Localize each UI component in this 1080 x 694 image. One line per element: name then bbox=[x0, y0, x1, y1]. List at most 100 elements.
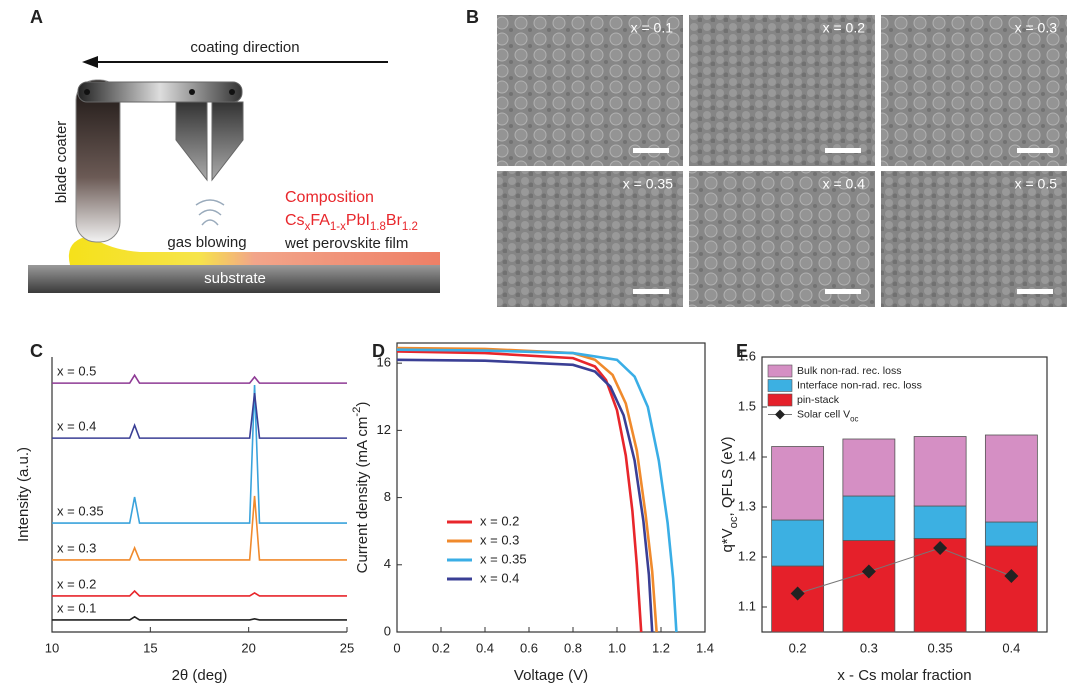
formula-part: FA bbox=[310, 212, 330, 229]
film-label: wet perovskite film bbox=[284, 235, 408, 252]
micrograph-shade bbox=[881, 171, 1067, 307]
legend-label: Solar cell Voc bbox=[797, 408, 858, 423]
series-line bbox=[797, 547, 1012, 594]
text-part: q*V bbox=[719, 528, 736, 552]
text-part: , QFLS (eV) bbox=[719, 436, 736, 516]
series-line bbox=[396, 348, 678, 633]
legend-swatch bbox=[767, 364, 793, 378]
micrograph bbox=[689, 15, 875, 166]
legend-label: Interface non-rad. rec. loss bbox=[797, 379, 922, 391]
series-line bbox=[396, 350, 643, 633]
composition-label: Composition bbox=[285, 189, 374, 206]
formula: CsxFA1-xPbI1.8Br1.2 bbox=[285, 212, 418, 233]
gas bbox=[195, 199, 225, 226]
micrograph-label: x = 0.35 bbox=[623, 176, 673, 192]
film bbox=[68, 236, 440, 265]
x-tick-label: 0 bbox=[393, 640, 400, 655]
y-tick-label: 1.2 bbox=[738, 548, 756, 563]
micrograph-label: x = 0.1 bbox=[631, 20, 674, 36]
substrate-label: substrate bbox=[204, 270, 266, 287]
legend-label: Bulk non-rad. rec. loss bbox=[797, 365, 901, 377]
axes bbox=[761, 356, 1048, 633]
legend-label: x = 0.35 bbox=[480, 551, 527, 566]
scale-bar bbox=[825, 148, 861, 153]
axes bbox=[396, 342, 706, 633]
bar-segment bbox=[913, 505, 967, 539]
series-line bbox=[52, 495, 347, 561]
x-tick-label: 15 bbox=[143, 640, 157, 655]
x-axis-label: 2θ (deg) bbox=[172, 667, 228, 684]
x-tick-label: 1.4 bbox=[696, 640, 714, 655]
y-tick-label: 16 bbox=[377, 355, 391, 370]
legend-marker bbox=[775, 409, 785, 420]
legend-label: x = 0.2 bbox=[480, 513, 519, 528]
marker bbox=[1004, 569, 1019, 583]
y-tick-label: 4 bbox=[384, 556, 391, 571]
formula-sub: x bbox=[305, 221, 311, 233]
x-tick-label: 0.3 bbox=[860, 640, 878, 655]
direction-label: coating direction bbox=[190, 39, 299, 56]
y-tick-label: 8 bbox=[384, 489, 391, 504]
formula-part: Cs bbox=[285, 212, 305, 229]
series-label: x = 0.2 bbox=[57, 576, 96, 591]
micrograph-shade bbox=[689, 15, 875, 166]
text-part: Solar cell V bbox=[797, 408, 850, 420]
text-part: -2 bbox=[351, 407, 363, 417]
y-axis-label: Current density (mA cm-2) bbox=[351, 402, 371, 574]
y-tick-label: 1.3 bbox=[738, 498, 756, 513]
x-tick-label: 0.4 bbox=[1002, 640, 1020, 655]
x-tick-label: 0.2 bbox=[432, 640, 450, 655]
x-tick-label: 0.2 bbox=[789, 640, 807, 655]
series-line bbox=[52, 392, 347, 439]
series-label: x = 0.1 bbox=[57, 600, 96, 615]
text-part: Current density (mA cm bbox=[354, 417, 371, 574]
panel-label: A bbox=[30, 7, 43, 27]
panel-label: B bbox=[466, 7, 479, 27]
bar-segment bbox=[842, 540, 896, 633]
marker bbox=[790, 586, 805, 601]
text-part: oc bbox=[850, 414, 858, 423]
micrograph-label: x = 0.5 bbox=[1015, 176, 1058, 192]
x-tick-label: 0.35 bbox=[927, 640, 952, 655]
marker bbox=[861, 564, 876, 579]
series-line bbox=[396, 346, 658, 633]
x-tick-label: 20 bbox=[241, 640, 255, 655]
substrate bbox=[28, 265, 440, 293]
panel-label: E bbox=[736, 341, 748, 361]
y-tick-label: 1.4 bbox=[738, 448, 756, 463]
legend-swatch bbox=[767, 393, 793, 407]
y-tick-label: 1.1 bbox=[738, 598, 756, 613]
bar-segment bbox=[842, 495, 896, 541]
panel-label: D bbox=[372, 341, 385, 361]
micrograph bbox=[881, 15, 1067, 166]
bar-segment bbox=[771, 446, 825, 521]
holder-bar bbox=[77, 81, 243, 103]
legend-label: x = 0.3 bbox=[480, 532, 519, 547]
scale-bar bbox=[633, 148, 669, 153]
formula-part: Br bbox=[386, 212, 403, 229]
arrow-head bbox=[82, 56, 98, 68]
series-line bbox=[52, 385, 347, 524]
y-axis-label: Intensity (a.u.) bbox=[15, 447, 32, 542]
plots: 10 15 20 25 2θ (deg) Intensity (a.u.) x = 0.1 x… bbox=[15, 342, 1048, 684]
micrograph-shade bbox=[497, 171, 683, 307]
scale-bar bbox=[825, 289, 861, 294]
scale-bar bbox=[1017, 148, 1053, 153]
series-label: x = 0.4 bbox=[57, 419, 96, 434]
formula-sub: 1-x bbox=[330, 221, 346, 233]
text-part: oc bbox=[728, 516, 740, 528]
panel-b: x = 0.1 x = 0.2 x = 0.3 x = 0.35 x = 0.4 x = … bbox=[497, 15, 1067, 307]
coater-label: blade coater bbox=[53, 121, 70, 204]
x-tick-label: 0.4 bbox=[476, 640, 494, 655]
micrograph bbox=[497, 15, 683, 166]
panel-a: coating direction substrate blade coater… bbox=[28, 39, 440, 293]
bar-segment bbox=[984, 434, 1038, 523]
y-tick-label: 1.5 bbox=[738, 398, 756, 413]
x-tick-label: 10 bbox=[45, 640, 59, 655]
formula-sub: 1.8 bbox=[370, 221, 386, 233]
bar-segment bbox=[984, 545, 1038, 633]
micrograph bbox=[689, 171, 875, 307]
scale-bar bbox=[1017, 289, 1053, 294]
micrograph-label: x = 0.4 bbox=[823, 176, 866, 192]
